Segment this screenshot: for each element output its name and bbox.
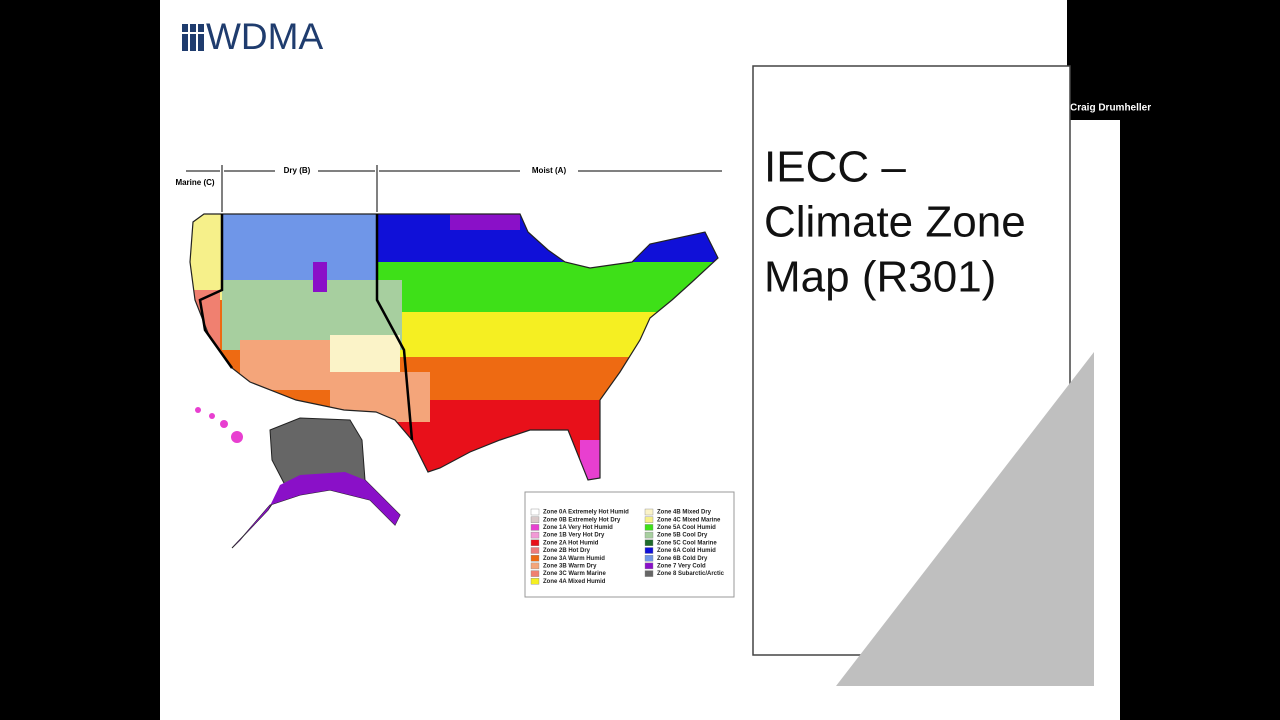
legend-label: Zone 3B Warm Dry (543, 563, 597, 569)
legend-label: Zone 5B Cool Dry (657, 533, 708, 539)
region-boundary (198, 214, 414, 441)
legend-label: Zone 5A Cool Humid (657, 525, 716, 531)
legend-swatch (644, 570, 654, 577)
legend-swatch (530, 578, 540, 585)
legend-swatch (530, 539, 540, 546)
title-line: Map (R301) (764, 253, 996, 302)
legend-label: Zone 6A Cold Humid (657, 548, 716, 554)
legend-label: Zone 4C Mixed Marine (657, 517, 721, 523)
legend-label: Zone 5C Cool Marine (657, 540, 717, 546)
legend-label: Zone 0A Extremely Hot Humid (543, 510, 629, 516)
logo: WDMA (182, 16, 323, 57)
slide-title: IECC – Climate Zone Map (R301) (764, 143, 1026, 302)
legend-label: Zone 6B Cold Dry (657, 556, 708, 562)
legend-swatch (530, 516, 540, 523)
decoration-triangle (836, 352, 1094, 686)
legend-swatch (530, 562, 540, 570)
video-tile (1067, 0, 1280, 120)
legend-label: Zone 2B Hot Dry (543, 548, 591, 554)
legend-label: Zone 1A Very Hot Humid (543, 525, 613, 531)
legend-swatch (644, 524, 654, 531)
hawaii (195, 407, 243, 443)
legend-swatch (644, 508, 654, 516)
logo-text: WDMA (206, 16, 323, 57)
legend-swatch (530, 524, 540, 531)
us-outline (189, 213, 719, 481)
legend-label: Zone 4A Mixed Humid (543, 579, 606, 585)
region-headers: Marine (C) Dry (B) Moist (A) (175, 165, 722, 212)
legend-label: Zone 3A Warm Humid (543, 556, 605, 562)
alaska-south (232, 472, 400, 548)
legend-swatch (530, 555, 540, 562)
legend-label: Zone 0B Extremely Hot Dry (543, 517, 621, 523)
legend-label: Zone 4B Mixed Dry (657, 510, 712, 516)
legend-swatch (644, 555, 654, 562)
region-label: Moist (A) (532, 166, 567, 175)
legend-swatch (530, 570, 540, 577)
legend-swatch (644, 531, 654, 539)
legend-label: Zone 7 Very Cold (657, 563, 706, 569)
legend-swatch (644, 516, 654, 523)
legend-swatch (644, 562, 654, 570)
legend-label: Zone 8 Subarctic/Arctic (657, 571, 725, 577)
region-label: Dry (B) (284, 166, 311, 175)
legend-swatch (530, 531, 540, 539)
legend-label: Zone 3C Warm Marine (543, 571, 606, 577)
region-label: Marine (C) (175, 178, 214, 187)
legend-swatch (644, 547, 654, 554)
legend-swatch (644, 539, 654, 546)
legend (524, 491, 735, 598)
title-line: Climate Zone (764, 198, 1026, 247)
legend-swatch (530, 547, 540, 554)
legend-label: Zone 2A Hot Humid (543, 540, 599, 546)
title-line: IECC – (764, 143, 906, 192)
legend-label: Zone 1B Very Hot Dry (543, 533, 605, 539)
participant-name: Craig Drumheller (1070, 103, 1151, 114)
legend-swatch (530, 508, 540, 516)
